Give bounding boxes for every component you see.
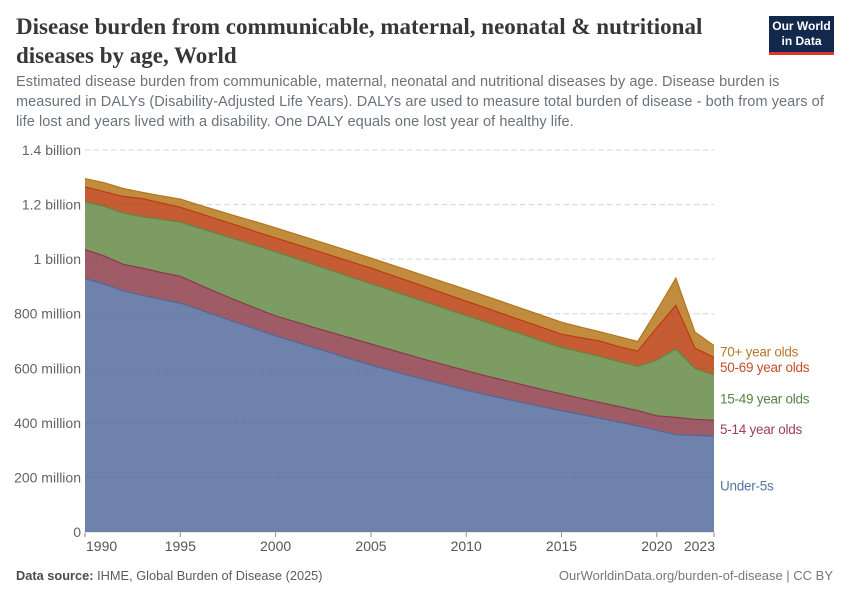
svg-text:2023: 2023 [684,538,715,554]
svg-text:2010: 2010 [451,538,482,554]
svg-text:2000: 2000 [260,538,291,554]
svg-text:2020: 2020 [641,538,672,554]
svg-text:50-69 year olds: 50-69 year olds [720,360,810,375]
svg-text:70+ year olds: 70+ year olds [720,345,799,360]
svg-text:1.4 billion: 1.4 billion [22,142,81,158]
svg-text:15-49 year olds: 15-49 year olds [720,392,810,407]
svg-text:0: 0 [73,524,81,540]
svg-text:Under-5s: Under-5s [720,478,774,493]
svg-text:2015: 2015 [546,538,577,554]
svg-text:1.2 billion: 1.2 billion [22,197,81,213]
svg-text:800 million: 800 million [14,306,81,322]
svg-text:1 billion: 1 billion [34,251,81,267]
svg-text:1990: 1990 [86,538,117,554]
svg-text:200 million: 200 million [14,469,81,485]
svg-text:1995: 1995 [165,538,196,554]
svg-text:400 million: 400 million [14,415,81,431]
svg-text:5-14 year olds: 5-14 year olds [720,422,803,437]
svg-text:2005: 2005 [355,538,386,554]
svg-text:600 million: 600 million [14,360,81,376]
